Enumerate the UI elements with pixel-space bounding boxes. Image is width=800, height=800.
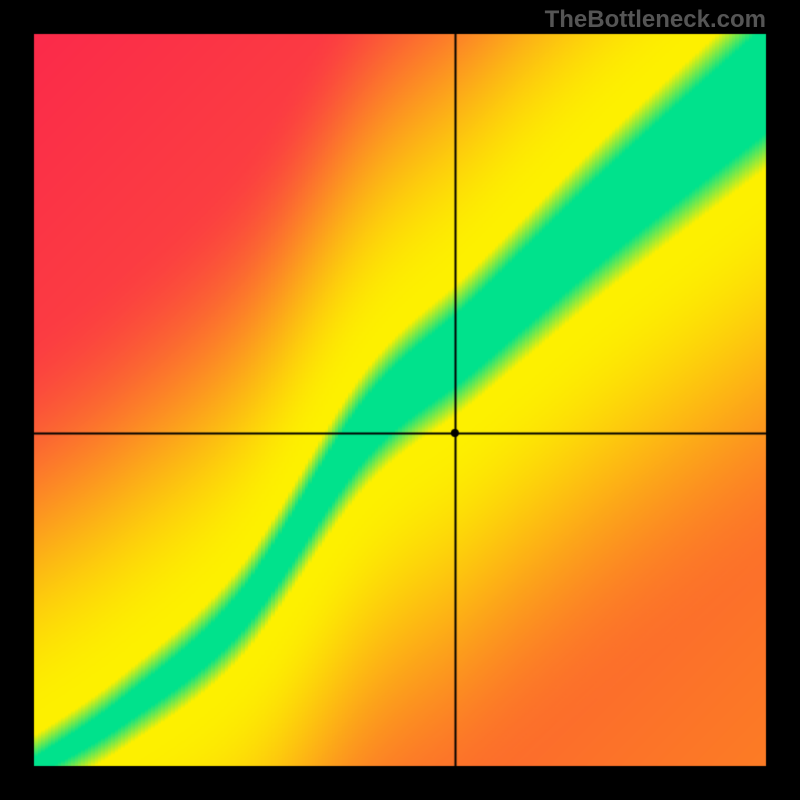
bottleneck-heatmap xyxy=(0,0,800,800)
watermark-text: TheBottleneck.com xyxy=(545,6,766,34)
